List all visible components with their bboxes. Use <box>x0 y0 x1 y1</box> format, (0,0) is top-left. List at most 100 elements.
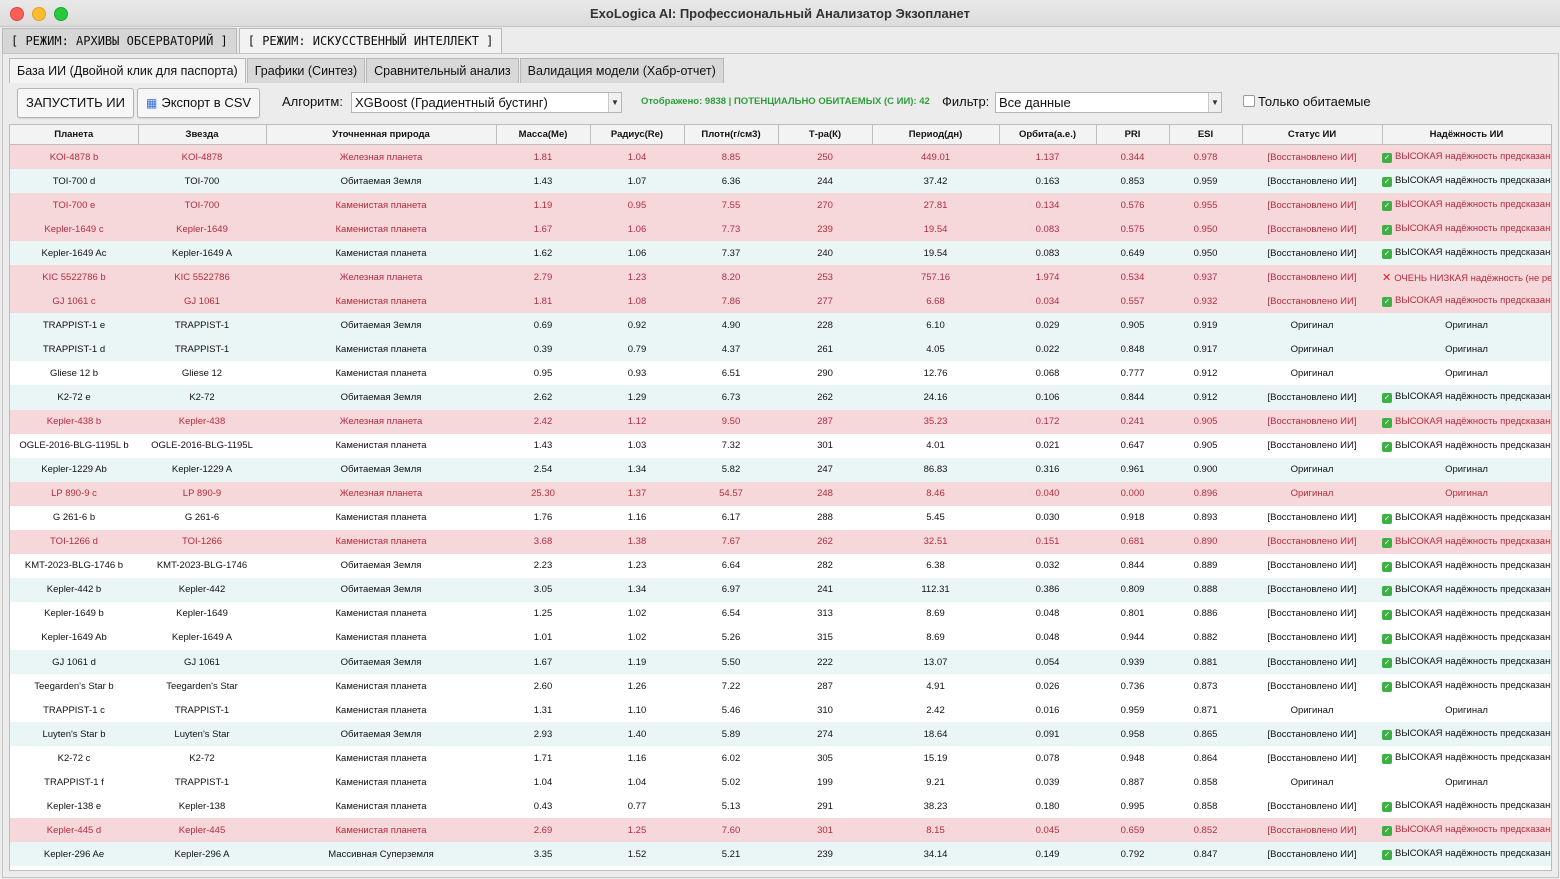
cell-nature: Каменистая планета <box>266 770 496 795</box>
table-row[interactable]: TOI-1266 d TOI-1266 Каменистая планета 3.68… <box>10 529 1551 554</box>
reliability-text: ВЫСОКАЯ надёжность предсказания <box>1395 223 1551 235</box>
table-row[interactable]: Kepler-445 d Kepler-445 Каменистая планета… <box>10 818 1551 843</box>
header-radius[interactable]: Радиус(Re) <box>590 125 685 145</box>
cell-orbit: 0.016 <box>999 698 1096 723</box>
table-row[interactable]: LP 890-9 c LP 890-9 Железная планета 25.30 1… <box>10 481 1551 506</box>
cell-planet: Teegarden's Star b <box>10 674 138 699</box>
table-row[interactable]: OGLE-2016-BLG-1195L b OGLE-2016-BLG-1195L… <box>10 433 1551 458</box>
table-row[interactable]: GJ 1061 c GJ 1061 Каменистая планета 1.81 1.… <box>10 289 1551 314</box>
cell-temperature: 222 <box>778 649 872 675</box>
table-row[interactable]: KMT-2023-BLG-1746 b KMT-2023-BLG-1746 Обит… <box>10 553 1551 578</box>
table-row[interactable]: Luyten's Star b Luyten's Star Обитаемая Зе… <box>10 722 1551 747</box>
header-mass[interactable]: Масса(Me) <box>496 125 591 145</box>
cell-pri: 0.576 <box>1096 193 1169 218</box>
cell-planet: Kepler-1649 c <box>10 217 138 242</box>
tab-mode-archives[interactable]: [ РЕЖИМ: АРХИВЫ ОБСЕРВАТОРИЙ ] <box>2 28 237 53</box>
table-row[interactable]: Kepler-1649 b Kepler-1649 Каменистая плане… <box>10 601 1551 626</box>
cell-orbit: 1.974 <box>999 265 1096 290</box>
reliability-text: ОЧЕНЬ НИЗКАЯ надёжность (не рекомен <box>1394 272 1551 284</box>
header-temperature[interactable]: Т-ра(К) <box>778 125 873 145</box>
table-row[interactable]: K2-72 e K2-72 Обитаемая Земля 2.62 1.29 6.73 2… <box>10 385 1551 410</box>
algorithm-select[interactable]: XGBoost (Градиентный бустинг) ▼ <box>351 92 622 113</box>
table-row[interactable]: Kepler-438 b Kepler-438 Железная планета 2.… <box>10 409 1551 434</box>
cell-pri: 0.557 <box>1096 289 1169 314</box>
header-star[interactable]: Звезда <box>138 125 267 145</box>
minimize-window-button[interactable] <box>32 7 46 21</box>
cell-mass: 1.31 <box>496 698 590 723</box>
tab-model-validation[interactable]: Валидация модели (Хабр-отчет) <box>519 58 724 83</box>
table-row[interactable]: TRAPPIST-1 e TRAPPIST-1 Обитаемая Земля 0.6… <box>10 313 1551 338</box>
table-row[interactable]: Teegarden's Star b Teegarden's Star Камени… <box>10 674 1551 699</box>
cell-temperature: 239 <box>778 217 872 242</box>
cell-period: 35.23 <box>872 409 999 434</box>
check-icon: ✓ <box>1382 802 1392 813</box>
cell-nature: Железная планета <box>266 481 496 506</box>
cell-ai-reliability: ✓ ВЫСОКАЯ надёжность предсказания <box>1382 217 1551 242</box>
cell-planet: GJ 1061 c <box>10 289 138 314</box>
header-density[interactable]: Плотн(г/см3) <box>684 125 779 145</box>
tab-comparative-analysis[interactable]: Сравнительный анализ <box>366 58 519 83</box>
table-row[interactable]: TRAPPIST-1 c TRAPPIST-1 Каменистая планета… <box>10 698 1551 723</box>
planets-table[interactable]: Планета Звезда Уточненная природа Масса(… <box>9 124 1552 871</box>
header-orbit[interactable]: Орбита(а.е.) <box>999 125 1097 145</box>
check-icon: ✓ <box>1382 177 1392 188</box>
zoom-window-button[interactable] <box>54 7 68 21</box>
cell-ai-status: [Восстановлено ИИ] <box>1242 553 1382 578</box>
header-pri[interactable]: PRI <box>1096 125 1170 145</box>
cell-radius: 1.52 <box>590 842 684 867</box>
cell-pri: 0.905 <box>1096 313 1169 338</box>
cell-density: 5.50 <box>684 649 778 675</box>
header-esi[interactable]: ESI <box>1169 125 1243 145</box>
table-row[interactable]: K2-72 c K2-72 Каменистая планета 1.71 1.16 6.… <box>10 746 1551 771</box>
algorithm-value: XGBoost (Градиентный бустинг) <box>355 95 548 110</box>
header-planet[interactable]: Планета <box>10 125 139 145</box>
cell-radius: 1.08 <box>590 289 684 314</box>
header-ai-reliability[interactable]: Надёжность ИИ <box>1382 125 1551 145</box>
table-row[interactable]: GJ 1061 d GJ 1061 Обитаемая Земля 1.67 1.19 5… <box>10 649 1551 675</box>
table-row[interactable]: Kepler-1649 Ab Kepler-1649 A Каменистая пл… <box>10 625 1551 650</box>
table-row[interactable]: Kepler-1649 Ac Kepler-1649 A Каменистая пл… <box>10 241 1551 266</box>
cell-density: 6.51 <box>684 361 778 386</box>
run-ai-button[interactable]: ЗАПУСТИТЬ ИИ <box>17 88 134 118</box>
cell-star: OGLE-2016-BLG-1195L <box>138 433 266 458</box>
table-row[interactable]: TOI-700 d TOI-700 Обитаемая Земля 1.43 1.07 6… <box>10 169 1551 194</box>
cell-ai-status: [Восстановлено ИИ] <box>1242 722 1382 747</box>
cell-star: Kepler-296 A <box>138 842 266 867</box>
check-icon: ✓ <box>1382 153 1392 164</box>
habitable-only-checkbox[interactable] <box>1243 95 1255 107</box>
export-csv-button[interactable]: ▦ Экспорт в CSV <box>137 88 261 118</box>
cell-star: G 261-6 <box>138 505 266 530</box>
chevron-down-icon: ▼ <box>1208 93 1221 112</box>
cell-temperature: 262 <box>778 529 872 554</box>
cell-radius: 1.25 <box>590 818 684 843</box>
check-icon: ✓ <box>1382 633 1392 644</box>
cell-planet: Kepler-1229 Ab <box>10 457 138 482</box>
tab-ai-database[interactable]: База ИИ (Двойной клик для паспорта) <box>9 58 246 83</box>
cell-nature: Обитаемая Земля <box>266 577 496 602</box>
table-row[interactable]: TRAPPIST-1 f TRAPPIST-1 Каменистая планета… <box>10 770 1551 795</box>
cell-density: 6.64 <box>684 553 778 578</box>
cell-period: 27.81 <box>872 193 999 218</box>
table-row[interactable]: KIC 5522786 b KIC 5522786 Железная планета… <box>10 265 1551 290</box>
tab-charts-synthesis[interactable]: Графики (Синтез) <box>246 58 366 83</box>
close-window-button[interactable] <box>10 7 24 21</box>
cell-period: 6.38 <box>872 553 999 578</box>
table-row[interactable]: KOI-4878 b KOI-4878 Железная планета 1.81 1.… <box>10 144 1551 170</box>
table-row[interactable]: Kepler-296 Ae Kepler-296 A Массивная Супер… <box>10 842 1551 867</box>
cell-esi: 0.890 <box>1169 529 1242 554</box>
table-row[interactable]: Gliese 12 b Gliese 12 Каменистая планета 0.… <box>10 361 1551 386</box>
header-nature[interactable]: Уточненная природа <box>266 125 497 145</box>
table-row[interactable]: TRAPPIST-1 d TRAPPIST-1 Каменистая планета… <box>10 337 1551 362</box>
table-row[interactable]: Kepler-1649 c Kepler-1649 Каменистая плане… <box>10 217 1551 242</box>
table-row[interactable]: Kepler-138 e Kepler-138 Каменистая планета… <box>10 794 1551 819</box>
table-row[interactable]: Kepler-1229 Ab Kepler-1229 A Обитаемая Зем… <box>10 457 1551 482</box>
table-row[interactable]: TOI-700 e TOI-700 Каменистая планета 1.19 0.… <box>10 193 1551 218</box>
cell-ai-reliability: ✓ ВЫСОКАЯ надёжность предсказания <box>1382 385 1551 410</box>
cell-ai-reliability: ✓ ВЫСОКАЯ надёжность предсказания <box>1382 746 1551 771</box>
table-row[interactable]: Kepler-442 b Kepler-442 Обитаемая Земля 3.0… <box>10 577 1551 602</box>
header-ai-status[interactable]: Статус ИИ <box>1242 125 1383 145</box>
header-period[interactable]: Период(дн) <box>872 125 1000 145</box>
tab-mode-ai[interactable]: [ РЕЖИМ: ИСКУССТВЕННЫЙ ИНТЕЛЛЕКТ ] <box>238 28 503 53</box>
filter-select[interactable]: Все данные ▼ <box>995 92 1222 113</box>
